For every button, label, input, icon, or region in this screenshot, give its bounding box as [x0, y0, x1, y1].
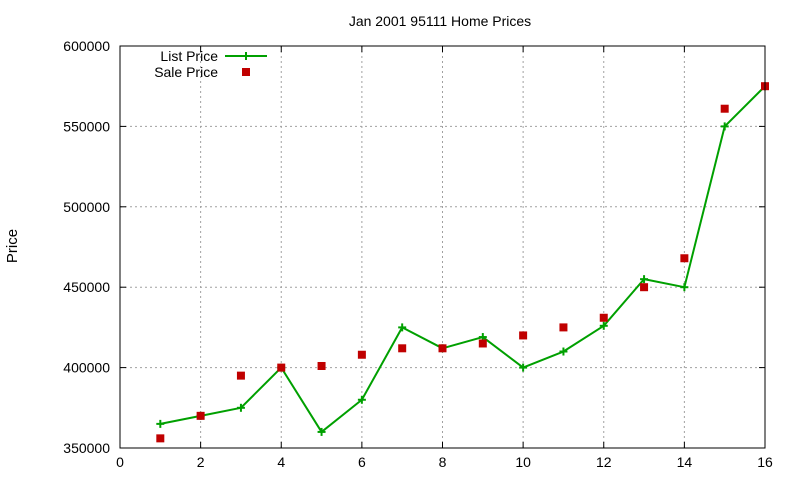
- series-list-price: [156, 82, 769, 436]
- data-point: [478, 339, 487, 348]
- legend-label: Sale Price: [154, 64, 218, 80]
- x-tick-label: 6: [358, 454, 366, 470]
- data-point: [438, 344, 447, 353]
- y-tick-label: 500000: [63, 199, 110, 215]
- data-point: [680, 283, 689, 292]
- data-point: [236, 371, 245, 380]
- axis-ticks: 0 2 4 6 8 10 12 14 16 350000 400000 450000 500000 550…: [63, 38, 773, 470]
- data-point: [196, 411, 205, 420]
- data-point: [680, 254, 689, 263]
- data-point: [519, 363, 528, 372]
- legend-marker: [242, 52, 250, 60]
- data-point: [357, 350, 366, 359]
- data-point: [640, 283, 649, 292]
- x-tick-label: 8: [439, 454, 447, 470]
- data-point: [720, 104, 729, 113]
- data-point: [599, 321, 608, 330]
- x-tick-label: 10: [515, 454, 531, 470]
- data-point: [398, 344, 407, 353]
- data-point: [559, 323, 568, 332]
- data-point: [236, 403, 245, 412]
- data-point: [599, 313, 608, 322]
- series-line: [160, 85, 766, 433]
- y-tick-label: 350000: [63, 440, 110, 456]
- data-point: [398, 323, 407, 332]
- grid: [120, 46, 765, 448]
- data-point: [559, 347, 568, 356]
- plot-frame: [119, 45, 766, 449]
- data-point: [156, 434, 165, 443]
- x-tick-label: 12: [596, 454, 612, 470]
- y-tick-label: 400000: [63, 360, 110, 376]
- data-point: [519, 331, 528, 340]
- y-axis-label: Price: [4, 229, 21, 263]
- data-point: [317, 427, 326, 436]
- y-tick-label: 600000: [63, 38, 110, 54]
- data-point: [277, 363, 286, 372]
- y-tick-label: 450000: [63, 279, 110, 295]
- data-point: [156, 419, 165, 428]
- x-tick-label: 16: [757, 454, 773, 470]
- x-tick-label: 14: [677, 454, 693, 470]
- chart-title: Jan 2001 95111 Home Prices: [349, 13, 531, 29]
- data-point: [317, 361, 326, 370]
- series-layer: [156, 82, 769, 443]
- x-tick-label: 2: [197, 454, 205, 470]
- data-point: [640, 275, 649, 284]
- x-tick-label: 4: [277, 454, 285, 470]
- data-point: [357, 395, 366, 404]
- series-sale-price: [156, 82, 769, 443]
- data-point: [720, 122, 729, 131]
- legend-label: List Price: [160, 48, 218, 64]
- legend-marker: [242, 68, 250, 76]
- y-tick-label: 550000: [63, 118, 110, 134]
- x-tick-label: 0: [116, 454, 124, 470]
